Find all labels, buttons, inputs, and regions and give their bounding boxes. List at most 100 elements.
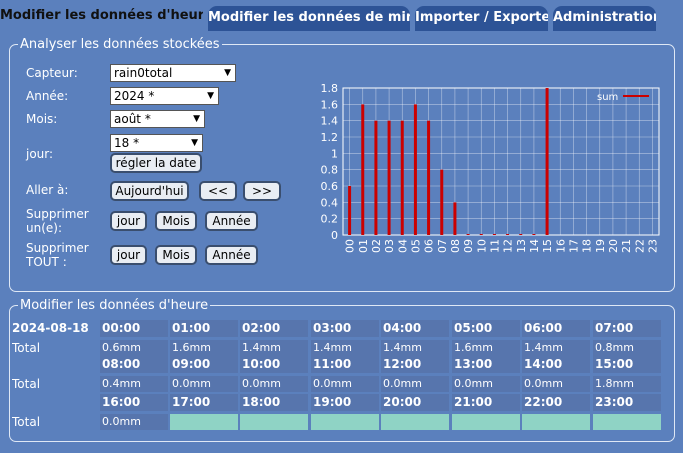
tab-modifier-minute[interactable]: Modifier les données de minute (208, 6, 410, 31)
delete-all-year-button[interactable]: Année (205, 245, 258, 265)
hour-value-empty[interactable] (522, 414, 590, 430)
bar-12 (506, 234, 510, 235)
supprimer-tout-line2: TOUT : (26, 255, 67, 269)
x-tick-label: 16 (554, 239, 567, 253)
delete-one-day-button[interactable]: jour (110, 211, 147, 231)
tab-modifier-heure[interactable]: Modifier les données d'heure (0, 4, 203, 32)
hour-header: 08:00 (100, 356, 168, 373)
x-tick-label: 21 (620, 239, 633, 253)
annee-label: Année: (26, 89, 69, 103)
hour-value[interactable]: 0.0mm (311, 376, 379, 392)
legend-label: sum (597, 92, 618, 103)
y-tick-label: 0.2 (321, 213, 339, 226)
x-tick-label: 23 (646, 239, 659, 253)
analyse-panel: Analyser les données stockées (9, 37, 675, 292)
x-tick-label: 15 (541, 239, 554, 253)
x-tick-label: 04 (396, 239, 409, 253)
hour-header: 16:00 (100, 394, 168, 411)
hour-header: 13:00 (452, 356, 520, 373)
chevron-down-icon: ▼ (193, 114, 200, 124)
prev-button[interactable]: << (199, 181, 237, 201)
delete-one-month-button[interactable]: Mois (155, 211, 197, 231)
hour-value[interactable]: 1.4mm (381, 340, 449, 356)
hour-value[interactable]: 1.4mm (522, 340, 590, 356)
x-tick-label: 09 (462, 239, 475, 253)
x-tick-label: 01 (357, 239, 370, 253)
bar-07 (440, 169, 444, 235)
hour-value[interactable]: 1.4mm (240, 340, 308, 356)
date-label: 2024-08-18 (12, 321, 89, 335)
y-tick-label: 1.6 (321, 98, 339, 111)
mois-value: août * (114, 112, 151, 126)
hour-value[interactable]: 0.0mm (240, 376, 308, 392)
hour-value[interactable]: 1.8mm (593, 376, 661, 392)
capteur-value: rain0total (114, 66, 173, 80)
bar-01 (361, 104, 365, 235)
delete-all-month-button[interactable]: Mois (155, 245, 197, 265)
supprimer-un-label: Supprimer un(e): (26, 207, 89, 235)
x-tick-label: 03 (383, 239, 396, 253)
hour-value-empty[interactable] (311, 414, 379, 430)
hourly-legend: Modifier les données d'heure (20, 298, 209, 313)
hour-header: 14:00 (522, 356, 590, 373)
x-tick-label: 05 (409, 239, 422, 253)
hour-header: 12:00 (381, 356, 449, 373)
jour-select[interactable]: 18 * ▼ (110, 134, 203, 152)
hour-value[interactable]: 1.4mm (311, 340, 379, 356)
hour-value[interactable]: 0.8mm (593, 340, 661, 356)
capteur-select[interactable]: rain0total ▼ (110, 64, 236, 82)
hour-value-empty[interactable] (170, 414, 238, 430)
mois-label: Mois: (26, 112, 58, 126)
hour-header: 07:00 (593, 320, 661, 337)
x-tick-label: 14 (528, 239, 541, 253)
hour-header: 15:00 (593, 356, 661, 373)
plot-area (342, 87, 660, 236)
delete-one-year-button[interactable]: Année (205, 211, 258, 231)
hour-header: 17:00 (170, 394, 238, 411)
hour-value-empty[interactable] (452, 414, 520, 430)
today-button[interactable]: Aujourd'hui (110, 181, 189, 201)
supprimer-tout-label: Supprimer TOUT : (26, 241, 89, 269)
x-tick-label: 11 (488, 239, 501, 253)
next-button[interactable]: >> (243, 181, 281, 201)
hour-header: 00:00 (100, 320, 168, 337)
x-tick-label: 18 (581, 239, 594, 253)
tab-importer-exporter[interactable]: Importer / Exporter (415, 6, 548, 31)
bar-13 (519, 234, 523, 235)
hour-value[interactable]: 0.0mm (100, 414, 168, 430)
mois-select[interactable]: août * ▼ (110, 110, 205, 128)
y-tick-label: 0.6 (321, 180, 339, 193)
tab-administration[interactable]: Administration (553, 6, 656, 31)
hour-value[interactable]: 0.6mm (100, 340, 168, 356)
bar-05 (413, 104, 417, 235)
hour-value[interactable]: 1.6mm (452, 340, 520, 356)
hour-value[interactable]: 0.0mm (170, 376, 238, 392)
bar-08 (453, 202, 457, 235)
hour-value[interactable]: 1.6mm (170, 340, 238, 356)
y-tick-label: 1.8 (321, 82, 339, 95)
x-tick-label: 12 (502, 239, 515, 253)
chevron-down-icon: ▼ (224, 68, 231, 78)
chevron-down-icon: ▼ (207, 91, 214, 101)
bar-02 (374, 120, 378, 235)
delete-all-day-button[interactable]: jour (110, 245, 147, 265)
x-tick-label: 07 (436, 239, 449, 253)
hour-value[interactable]: 0.0mm (522, 376, 590, 392)
set-date-button[interactable]: régler la date (110, 153, 202, 173)
x-tick-label: 22 (633, 239, 646, 253)
x-tick-label: 19 (594, 239, 607, 253)
annee-value: 2024 * (114, 89, 155, 103)
total-label: Total (12, 415, 41, 429)
hour-value[interactable]: 0.0mm (381, 376, 449, 392)
y-tick-label: 0.8 (321, 164, 339, 177)
annee-select[interactable]: 2024 * ▼ (110, 87, 219, 105)
hour-value[interactable]: 0.0mm (452, 376, 520, 392)
hour-value-empty[interactable] (593, 414, 661, 430)
hour-value[interactable]: 0.4mm (100, 376, 168, 392)
hour-header: 18:00 (240, 394, 308, 411)
chevron-down-icon: ▼ (191, 138, 198, 148)
tab-bar: Modifier les données d'heure Modifier le… (0, 0, 683, 32)
hour-header: 10:00 (240, 356, 308, 373)
hour-value-empty[interactable] (240, 414, 308, 430)
hour-value-empty[interactable] (381, 414, 449, 430)
